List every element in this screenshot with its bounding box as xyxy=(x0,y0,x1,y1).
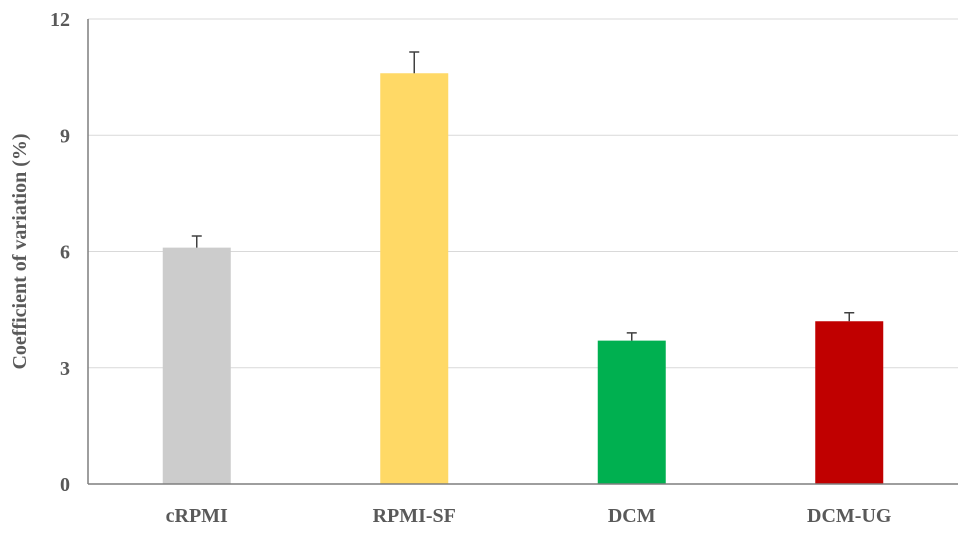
error-bar-dcm-ug xyxy=(844,311,855,322)
bars xyxy=(162,73,884,484)
gridlines xyxy=(88,18,958,369)
y-tick-labels: 0 3 6 9 12 xyxy=(50,9,70,496)
error-bars xyxy=(191,51,855,341)
error-bar-rpmi-sf xyxy=(409,51,420,74)
x-category-label: DCM xyxy=(608,505,656,527)
bar-dcm xyxy=(597,340,666,484)
y-tick-label: 3 xyxy=(60,358,70,380)
y-tick-label: 6 xyxy=(60,242,70,264)
y-tick-label: 0 xyxy=(60,474,70,496)
bar-crpmi xyxy=(162,247,231,484)
bar-rpmi-sf xyxy=(380,73,449,484)
x-category-label: cRPMI xyxy=(166,505,228,527)
x-category-label: RPMI-SF xyxy=(373,505,456,527)
bar-dcm-ug xyxy=(815,321,884,484)
error-bar-dcm xyxy=(626,332,637,341)
x-category-label: DCM-UG xyxy=(807,505,892,527)
y-tick-label: 12 xyxy=(50,9,70,31)
y-tick-label: 9 xyxy=(60,125,70,147)
error-bar-crpmi xyxy=(191,235,202,248)
x-category-labels: cRPMI RPMI-SF DCM DCM-UG xyxy=(166,505,892,527)
y-axis-title: Coefficient of variation (%) xyxy=(9,133,31,369)
